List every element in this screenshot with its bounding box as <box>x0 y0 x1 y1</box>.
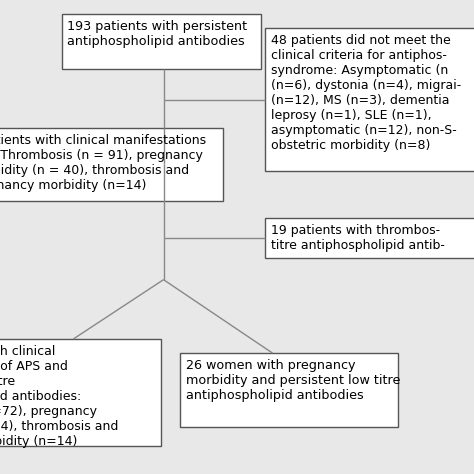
FancyBboxPatch shape <box>62 14 261 69</box>
Text: 19 patients with thrombos-
titre antiphospholipid antib-: 19 patients with thrombos- titre antipho… <box>271 224 445 252</box>
Text: 5 patients with clinical manifestations
APS: Thrombosis (n = 91), pregnancy
morb: 5 patients with clinical manifestations … <box>0 134 206 191</box>
FancyBboxPatch shape <box>0 128 223 201</box>
FancyBboxPatch shape <box>265 28 474 171</box>
FancyBboxPatch shape <box>180 353 398 427</box>
FancyBboxPatch shape <box>0 339 161 446</box>
Text: 26 women with pregnancy
morbidity and persistent low titre
antiphospholipid anti: 26 women with pregnancy morbidity and pe… <box>186 359 400 402</box>
Text: 193 patients with persistent
antiphospholipid antibodies: 193 patients with persistent antiphospho… <box>67 20 247 48</box>
FancyBboxPatch shape <box>265 218 474 258</box>
Text: 48 patients did not meet the
clinical criteria for antiphos-
syndrome: Asymptoma: 48 patients did not meet the clinical cr… <box>271 34 461 152</box>
Text: nts with clinical
ations of APS and
high titre
pholipid antibodies:
sis (n=72), : nts with clinical ations of APS and high… <box>0 345 118 447</box>
